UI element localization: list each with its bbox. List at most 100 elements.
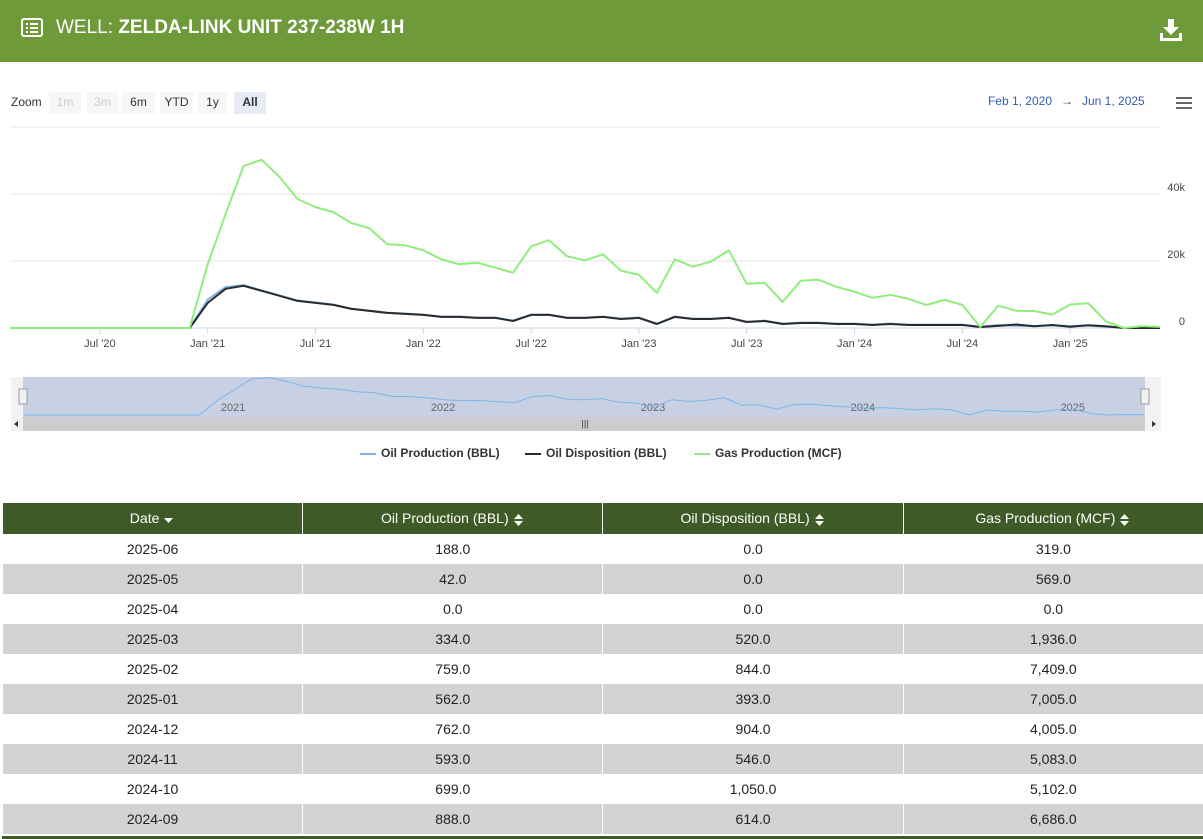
table-cell: 614.0 [602,804,904,834]
table-cell-text: 562.0 [435,691,471,707]
scroll-left[interactable] [14,421,18,427]
zoom-button-label[interactable]: YTD [165,95,189,109]
x-tick-label: Jul '21 [300,338,331,350]
sort-icon[interactable] [1119,513,1131,527]
table-row: 2024-09 888.0 614.0 6,686.0 [1,804,1203,834]
table-row: 2025-02 759.0 844.0 7,409.0 [1,654,1203,684]
navigator-handle[interactable] [18,388,28,405]
header: WELL: ZELDA-LINK UNIT 237-238W 1H [0,0,1203,62]
column-header[interactable]: Oil Disposition (BBL) [602,503,904,534]
table-cell-text: 904.0 [735,721,771,737]
table-cell-text: 593.0 [435,751,471,767]
table-cell: 2025-03 [1,624,303,654]
navigator-line [24,377,1145,416]
date-from[interactable]: Feb 1, 2020 [988,94,1052,108]
menu-icon[interactable] [1176,97,1192,99]
table-row: 2024-12 762.0 904.0 4,005.0 [1,714,1203,744]
table-row: 2025-06 188.0 0.0 319.0 [1,534,1203,564]
table-cell: 904.0 [602,714,904,744]
x-tick-label: Jan '25 [1053,338,1088,350]
zoom-button-label[interactable]: 1m [57,95,74,109]
sort-icon[interactable] [814,513,826,527]
table-cell: 1,050.0 [602,774,904,804]
table-cell-text: 6,686.0 [1029,811,1077,827]
column-header-text[interactable]: Oil Production (BBL) [381,510,509,527]
table-cell: 0.0 [602,564,904,594]
column-header-text[interactable]: Date [129,510,160,527]
x-tick-label: Jan '21 [190,338,225,350]
table-cell-text: 888.0 [435,811,471,827]
table-row: 2024-11 593.0 546.0 5,083.0 [1,744,1203,774]
column-header[interactable]: Date [1,503,303,534]
navigator-handle[interactable] [1140,388,1150,405]
table-cell-text: 7,409.0 [1029,661,1077,677]
legend-label[interactable]: Gas Production (MCF) [715,446,842,460]
title-prefix: WELL: [56,17,114,38]
table-cell: 5,083.0 [902,744,1203,774]
table-cell: 546.0 [602,744,904,774]
data-table: Date Oil Production (BBL) Oil Disposition … [1,503,1203,834]
table-cell-text: 188.0 [435,541,471,557]
zoom-button[interactable] [49,92,81,114]
download-button[interactable] [1159,18,1183,42]
column-header[interactable]: Gas Production (MCF) [902,503,1203,534]
table-cell-text: 2025-04 [126,601,179,617]
table-cell: 699.0 [302,774,603,804]
menu-icon[interactable] [1176,102,1192,104]
table-cell: 562.0 [302,684,603,714]
sort-icon[interactable] [513,513,525,527]
table-cell-text: 2025-03 [126,631,179,647]
series-line [10,284,1160,329]
zoom-button-label[interactable]: 6m [130,95,147,109]
column-header-text[interactable]: Gas Production (MCF) [975,510,1116,527]
table-cell-text: 1,936.0 [1029,631,1077,647]
table-cell-text: 0.0 [443,601,463,617]
table-cell: 593.0 [302,744,603,774]
zoom-button[interactable] [234,92,266,114]
table-cell-text: 569.0 [1035,571,1071,587]
y-tick-label: 20k [1167,249,1185,261]
zoom-button[interactable] [87,92,118,114]
zoom-button-label[interactable]: 1y [206,95,219,109]
legend-label[interactable]: Oil Production (BBL) [381,446,500,460]
chart: Zoom 1m 3m 6m YTD 1y All Feb 1, 2020 → Jun 1, 202… [10,92,1192,460]
date-to[interactable]: Jun 1, 2025 [1082,94,1145,108]
scroll-right[interactable] [1152,421,1156,427]
zoom-button-label[interactable]: 3m [94,95,111,109]
navigator-mask[interactable] [23,377,1145,417]
table-cell: 2025-04 [1,594,303,624]
column-header[interactable]: Oil Production (BBL) [302,503,603,534]
table-cell-text: 520.0 [735,631,771,647]
table-cell-text: 2024-09 [126,811,179,827]
legend-label[interactable]: Oil Disposition (BBL) [546,446,667,460]
header-title: WELL: ZELDA-LINK UNIT 237-238W 1H [56,17,404,39]
zoom-button[interactable] [122,92,155,114]
table-cell-text: 0.0 [743,541,763,557]
x-tick-label: Jan '23 [621,338,656,350]
table-cell: 1,936.0 [902,624,1203,654]
menu-icon[interactable] [1176,107,1192,109]
table-cell-text: 319.0 [1035,541,1071,557]
table-cell-text: 759.0 [435,661,471,677]
sort-icon[interactable] [163,513,175,527]
navigator-label: 2022 [431,402,455,414]
x-tick-label: Jul '22 [515,338,546,350]
table-cell-text: 2025-01 [126,691,179,707]
zoom-button[interactable] [160,92,193,114]
table-header: Date Oil Production (BBL) Oil Disposition … [1,503,1203,534]
series-line [10,158,1161,329]
y-tick-label: 40k [1167,182,1185,194]
table-row: 2025-05 42.0 0.0 569.0 [1,564,1203,594]
table-cell-text: 546.0 [735,751,771,767]
column-header-text[interactable]: Oil Disposition (BBL) [680,510,810,527]
table-row: 2024-10 699.0 1,050.0 5,102.0 [1,774,1203,804]
scrollbar-thumb[interactable] [23,417,1145,431]
zoom-button-label[interactable]: All [242,95,257,109]
table-cell-text: 393.0 [735,691,771,707]
table-row: 2025-04 0.0 0.0 0.0 [1,594,1203,624]
table-cell-text: 5,083.0 [1029,751,1077,767]
x-tick-label: Jul '24 [947,338,978,350]
table-cell: 393.0 [602,684,904,714]
zoom-button[interactable] [198,92,227,114]
